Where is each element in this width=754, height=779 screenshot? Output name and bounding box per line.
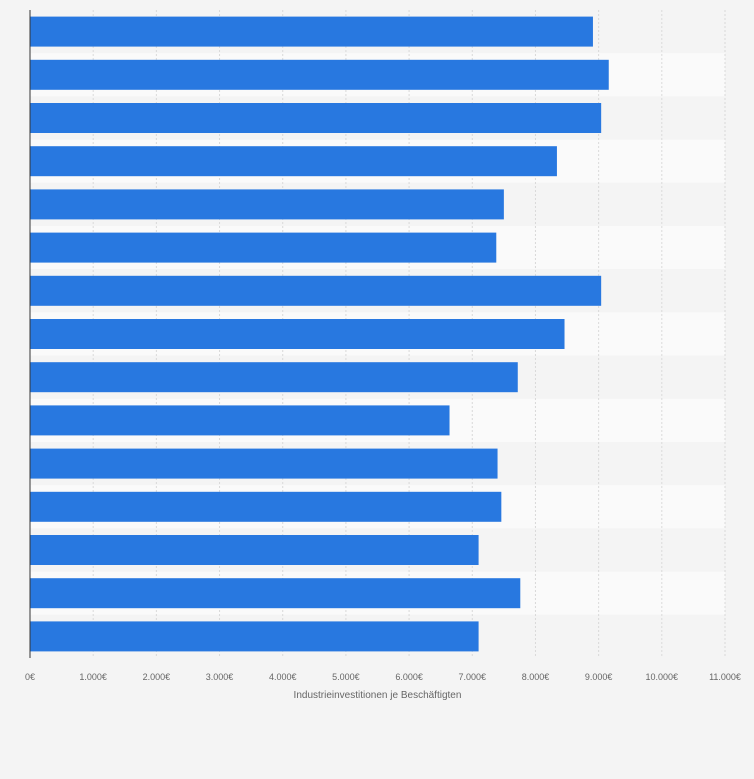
bar xyxy=(30,535,479,565)
x-tick-label: 11.000€ xyxy=(709,672,741,682)
bar xyxy=(30,275,602,306)
bar xyxy=(30,362,518,393)
bar xyxy=(30,232,497,263)
bar xyxy=(30,405,450,436)
x-tick-label: 0€ xyxy=(25,672,35,682)
x-tick-label: 4.000€ xyxy=(269,672,297,682)
x-tick-label: 7.000€ xyxy=(459,672,487,682)
bar xyxy=(30,59,609,90)
bar xyxy=(30,189,504,220)
bar xyxy=(30,103,602,133)
x-tick-label: 10.000€ xyxy=(646,672,679,682)
bar xyxy=(30,319,565,349)
x-tick-label: 5.000€ xyxy=(332,672,360,682)
x-axis-title: Industrieinvestitionen je Beschäftigten xyxy=(294,690,462,701)
bar xyxy=(30,491,502,522)
x-tick-label: 9.000€ xyxy=(585,672,613,682)
x-tick-label: 8.000€ xyxy=(522,672,550,682)
bar xyxy=(30,16,593,47)
bar xyxy=(30,578,521,609)
x-tick-label: 2.000€ xyxy=(143,672,171,682)
bar xyxy=(30,146,557,177)
bar xyxy=(30,621,479,652)
x-tick-label: 6.000€ xyxy=(395,672,423,682)
x-tick-label: 3.000€ xyxy=(206,672,234,682)
bar xyxy=(30,448,498,479)
x-tick-label: 1.000€ xyxy=(79,672,107,682)
